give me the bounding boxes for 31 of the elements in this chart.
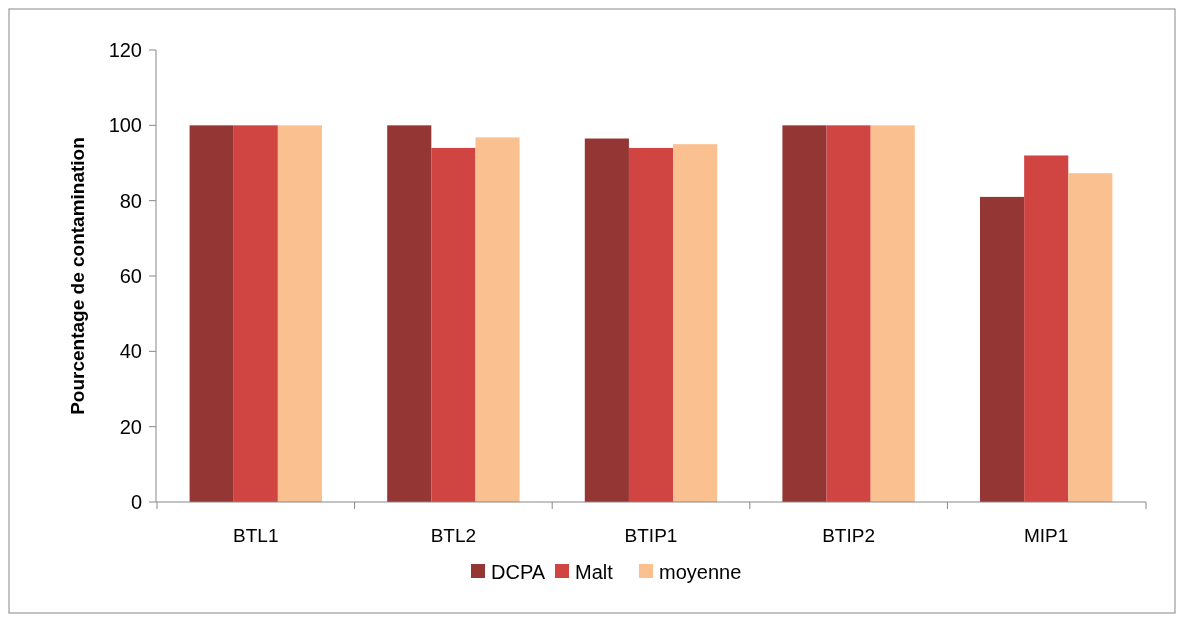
y-tick-label: 40: [119, 340, 142, 363]
bar: [628, 147, 674, 502]
bar: [782, 125, 827, 502]
bar: [584, 138, 629, 502]
y-tick-label: 20: [119, 415, 142, 438]
y-tick-label: 120: [108, 39, 142, 61]
bar: [1024, 155, 1069, 502]
bar: [1068, 173, 1113, 502]
y-axis-title: Pourcentage de contamination: [67, 137, 88, 415]
bar: [387, 125, 432, 502]
y-tick-label: 60: [119, 265, 142, 287]
legend-label: Malt: [575, 561, 614, 583]
bar: [826, 125, 871, 502]
bar: [431, 147, 476, 502]
y-tick-label: 0: [130, 491, 142, 513]
x-tick-label: BTIP2: [822, 525, 876, 546]
x-tick-label: BTL2: [430, 525, 477, 546]
legend-label: moyenne: [659, 561, 742, 583]
bar: [233, 125, 278, 502]
bar: [980, 196, 1025, 502]
bar: [870, 125, 915, 502]
bar: [189, 125, 234, 502]
bar: [673, 144, 718, 502]
y-tick-label: 100: [108, 114, 142, 137]
legend-label: DCPA: [491, 561, 546, 583]
y-tick-label: 80: [119, 189, 142, 212]
x-tick-label: BTL1: [233, 525, 279, 546]
bar: [277, 125, 322, 502]
x-tick-label: MIP1: [1024, 525, 1069, 546]
bar: [475, 137, 520, 502]
x-tick-label: BTIP1: [624, 525, 678, 546]
